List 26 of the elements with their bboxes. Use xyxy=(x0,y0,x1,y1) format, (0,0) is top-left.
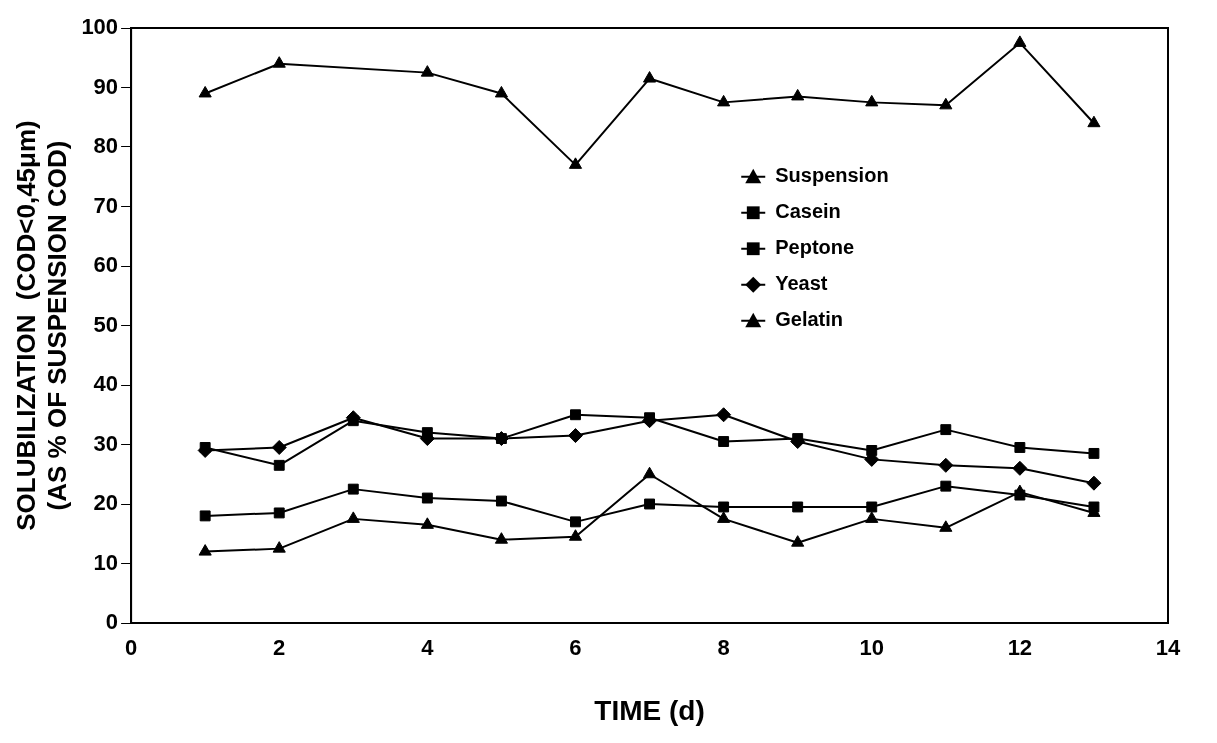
legend-label: Peptone xyxy=(775,236,855,259)
y-tick-label: 40 xyxy=(93,371,119,397)
y-tick-label: 50 xyxy=(93,311,119,337)
x-tick-label: 2 xyxy=(273,635,286,661)
x-tick-label: 4 xyxy=(421,635,435,661)
y-tick-label: 100 xyxy=(81,14,119,40)
legend-label: Suspension xyxy=(775,164,889,187)
y-tick-label: 80 xyxy=(93,133,119,159)
x-tick-label: 14 xyxy=(1155,635,1181,661)
y-tick-label: 20 xyxy=(93,490,119,516)
legend-label: Yeast xyxy=(775,272,828,295)
x-tick-label: 6 xyxy=(569,635,582,661)
y-tick-label: 60 xyxy=(93,252,119,278)
y-tick-label: 30 xyxy=(93,430,119,456)
x-tick-label: 12 xyxy=(1007,635,1033,661)
y-tick-label: 10 xyxy=(93,549,119,575)
y-tick-label: 90 xyxy=(93,73,119,99)
x-tick-label: 10 xyxy=(859,635,884,661)
y-tick-label: 0 xyxy=(105,609,119,635)
legend-label: Casein xyxy=(775,200,841,223)
y-tick-label: 70 xyxy=(93,192,119,218)
x-tick-label: 8 xyxy=(717,635,730,661)
legend-label: Gelatin xyxy=(775,308,844,331)
x-axis-title: TIME (d) xyxy=(594,694,705,726)
x-tick-label: 0 xyxy=(124,635,138,661)
y-axis-title: SOLUBILIZATION (COD<0,45μm) (AS % OF SUSPENSION COD) xyxy=(10,120,72,531)
